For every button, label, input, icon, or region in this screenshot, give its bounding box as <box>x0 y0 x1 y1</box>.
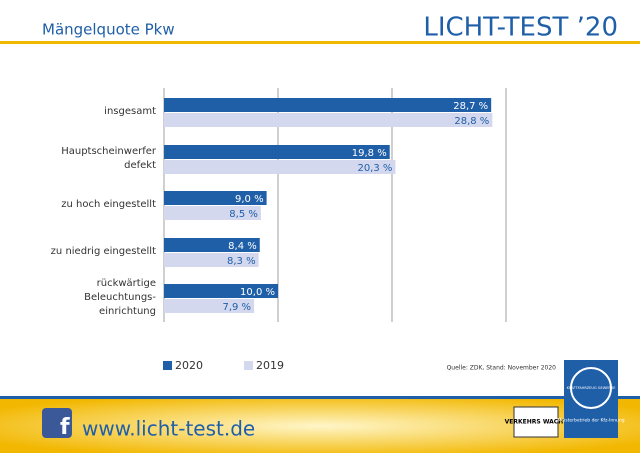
header-rule <box>0 41 640 44</box>
logo-ring <box>570 367 612 409</box>
value-label: 28,8 % <box>454 116 489 127</box>
value-label: 8,4 % <box>228 241 257 252</box>
bar <box>164 299 255 313</box>
footer-rule <box>0 396 640 399</box>
value-label: 8,5 % <box>229 209 258 220</box>
logo2-ring: KRAFTFAHRZEUG GEWERBE <box>567 386 616 390</box>
legend-label: 2019 <box>256 359 284 372</box>
bar <box>164 191 267 205</box>
legend-swatch <box>244 361 253 370</box>
bar <box>164 98 492 112</box>
bar <box>164 145 390 159</box>
category-label: zu hoch eingestellt <box>61 199 156 210</box>
source: Quelle: ZDK, Stand: November 2020 <box>447 365 557 372</box>
logo-verkehrswacht <box>513 406 559 438</box>
category-label: rückwärtige Beleuchtungs- einrichtung <box>84 278 156 317</box>
subtitle: Mängelquote Pkw <box>42 21 175 39</box>
url: www.licht-test.de <box>82 417 255 441</box>
logo2-text: Meisterbetrieb der Kfz-Innung <box>557 418 624 424</box>
bar <box>164 160 396 174</box>
category-label: zu niedrig eingestellt <box>50 246 156 257</box>
legend-label: 2020 <box>175 359 203 372</box>
facebook-f: f <box>60 415 70 440</box>
bar <box>164 206 261 220</box>
value-label: 9,0 % <box>235 194 264 205</box>
value-label: 28,7 % <box>453 101 488 112</box>
logo1-text: VERKEHRS WACHT <box>505 419 569 426</box>
value-label: 10,0 % <box>240 287 275 298</box>
facebook-icon <box>42 408 72 438</box>
value-label: 7,9 % <box>222 302 251 313</box>
category-label: insgesamt <box>104 106 156 117</box>
value-label: 19,8 % <box>352 148 387 159</box>
value-label: 20,3 % <box>357 163 392 174</box>
bar <box>164 238 260 252</box>
bar <box>164 113 493 127</box>
category-label: Hauptscheinwerfer defekt <box>61 146 156 171</box>
bar <box>164 284 278 298</box>
logo-innung <box>564 360 618 438</box>
bar <box>164 253 259 267</box>
brand: LICHT-TEST ’20 <box>423 13 618 43</box>
value-label: 8,3 % <box>227 256 256 267</box>
legend-swatch <box>163 361 172 370</box>
